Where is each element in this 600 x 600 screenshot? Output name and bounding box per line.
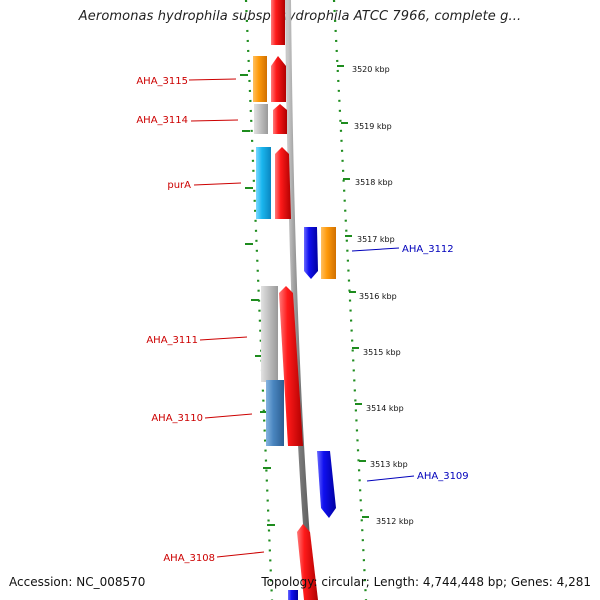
accession-label: Accession: NC_008570 xyxy=(9,575,146,589)
gene-label-AHA_3109[interactable]: AHA_3109 xyxy=(417,471,469,482)
cog-bar-purA xyxy=(256,147,271,219)
cds-arrow-purA xyxy=(275,147,291,219)
ruler-outer-dots xyxy=(332,0,368,600)
cog-bar-AHA_3111 xyxy=(261,286,278,382)
cds-arrow-bottom-partial xyxy=(288,590,298,600)
kbp-tick-label: 3518 kbp xyxy=(355,178,393,187)
ruler-ticks xyxy=(240,65,369,526)
cds-arrow-AHA_3115 xyxy=(271,56,286,102)
cds-arrow-AHA_3108 xyxy=(297,524,318,600)
cds-arrow-AHA_3114 xyxy=(273,104,287,134)
gene-label-AHA_3108[interactable]: AHA_3108 xyxy=(163,553,215,564)
cog-bar-AHA_3110 xyxy=(266,380,284,446)
kbp-tick-label: 3513 kbp xyxy=(370,460,408,469)
gene-label-purA[interactable]: purA xyxy=(167,180,191,191)
genome-backbone xyxy=(285,0,315,600)
gene-label-AHA_3115[interactable]: AHA_3115 xyxy=(136,76,188,87)
cog-bar-AHA_3112 xyxy=(321,227,336,279)
cds-arrow-AHA_3109 xyxy=(317,451,336,518)
map-title: Aeromonas hydrophila subsp. hydrophila A… xyxy=(78,9,522,24)
kbp-tick-label: 3512 kbp xyxy=(376,517,414,526)
cog-bar-AHA_3115 xyxy=(253,56,267,102)
gene-label-AHA_3114[interactable]: AHA_3114 xyxy=(136,115,188,126)
label-leaders xyxy=(188,78,415,558)
kbp-tick-label: 3514 kbp xyxy=(366,404,404,413)
kbp-tick-label: 3519 kbp xyxy=(354,122,392,131)
kbp-tick-label: 3515 kbp xyxy=(363,348,401,357)
kbp-tick-label: 3517 kbp xyxy=(357,235,395,244)
cds-arrow-AHA_3111 xyxy=(279,286,303,446)
gene-label-AHA_3111[interactable]: AHA_3111 xyxy=(146,335,198,346)
cds-arrow-top-partial xyxy=(271,0,285,45)
kbp-tick-label: 3516 kbp xyxy=(359,292,397,301)
cds-arrow-AHA_3112 xyxy=(304,227,318,279)
kbp-tick-label: 3520 kbp xyxy=(352,65,390,74)
genome-stats-label: Topology: circular; Length: 4,744,448 bp… xyxy=(261,575,591,589)
gene-label-AHA_3110[interactable]: AHA_3110 xyxy=(151,413,203,424)
gene-label-AHA_3112[interactable]: AHA_3112 xyxy=(402,244,454,255)
cog-bar-AHA_3114 xyxy=(254,104,268,134)
